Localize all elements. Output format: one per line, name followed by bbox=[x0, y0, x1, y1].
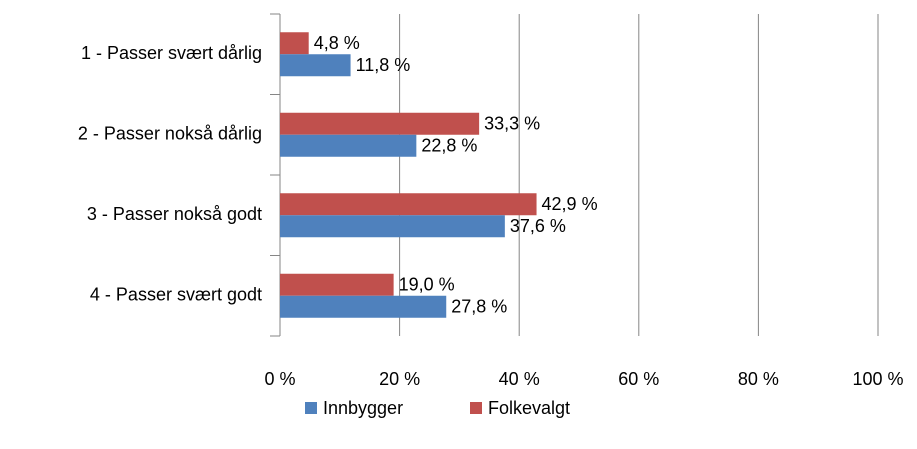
y-tick-label: 4 - Passer svært godt bbox=[90, 285, 262, 305]
x-tick-label: 40 % bbox=[499, 369, 540, 389]
bar bbox=[280, 273, 394, 296]
value-label: 22,8 % bbox=[421, 136, 477, 156]
value-label: 19,0 % bbox=[399, 275, 455, 295]
value-label: 42,9 % bbox=[542, 194, 598, 214]
legend-label: Innbygger bbox=[323, 398, 403, 418]
value-label: 37,6 % bbox=[510, 216, 566, 236]
x-tick-label: 60 % bbox=[618, 369, 659, 389]
bar bbox=[280, 112, 480, 135]
y-tick-label: 2 - Passer nokså dårlig bbox=[78, 124, 262, 144]
bar bbox=[280, 215, 505, 238]
value-label: 33,3 % bbox=[484, 114, 540, 134]
bar bbox=[280, 295, 447, 318]
y-tick-label: 3 - Passer nokså godt bbox=[87, 204, 262, 224]
legend-swatch bbox=[470, 402, 482, 414]
x-tick-label: 80 % bbox=[738, 369, 779, 389]
value-label: 11,8 % bbox=[356, 55, 411, 75]
y-tick-label: 1 - Passer svært dårlig bbox=[81, 43, 262, 63]
legend-swatch bbox=[305, 402, 317, 414]
bar bbox=[280, 193, 537, 216]
x-tick-label: 0 % bbox=[264, 369, 295, 389]
bar bbox=[280, 54, 351, 77]
legend-label: Folkevalgt bbox=[488, 398, 570, 418]
bar bbox=[280, 134, 417, 157]
bar bbox=[280, 32, 309, 55]
value-label: 4,8 % bbox=[314, 33, 360, 53]
value-label: 27,8 % bbox=[451, 297, 507, 317]
x-tick-label: 100 % bbox=[852, 369, 903, 389]
x-tick-label: 20 % bbox=[379, 369, 420, 389]
